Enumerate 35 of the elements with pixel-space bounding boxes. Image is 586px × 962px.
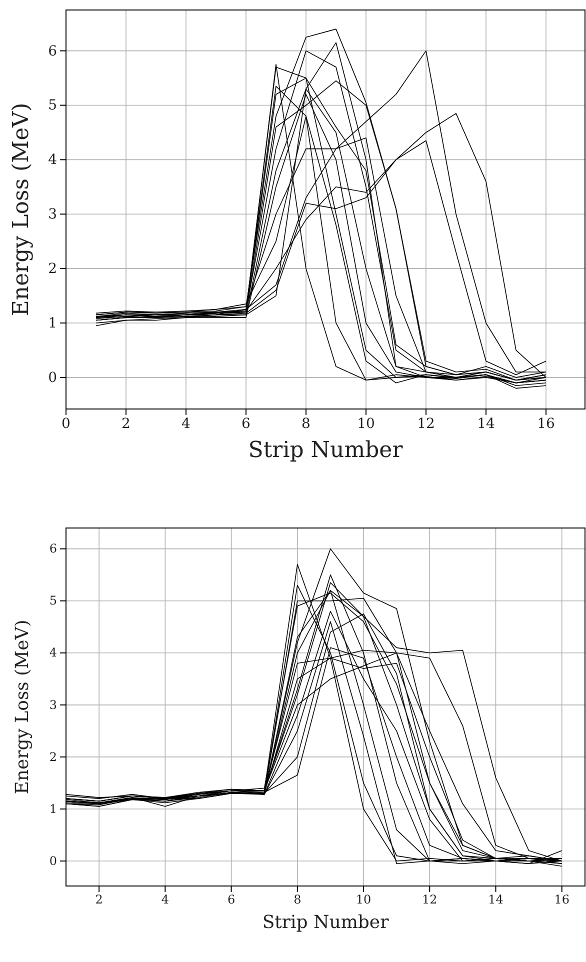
y-tick-label: 5 — [49, 594, 57, 608]
x-tick-label: 14 — [488, 892, 504, 907]
y-tick-label: 4 — [49, 646, 58, 660]
y-axis-title: Energy Loss (MeV) — [12, 620, 33, 794]
y-tick-label: 4 — [48, 152, 58, 168]
x-tick-label: 2 — [122, 416, 130, 432]
x-tick-label: 6 — [227, 892, 236, 907]
x-tick-label: 8 — [294, 892, 302, 907]
x-tick-label: 12 — [417, 416, 435, 432]
y-axis-title: Energy Loss (MeV) — [9, 102, 34, 316]
x-tick-label: 14 — [477, 416, 495, 432]
x-tick-label: 2 — [95, 892, 103, 907]
x-tick-label: 12 — [422, 892, 438, 907]
x-tick-label: 8 — [302, 416, 310, 432]
x-tick-label: 16 — [554, 892, 570, 907]
y-tick-label: 6 — [49, 542, 57, 556]
x-tick-label: 6 — [242, 416, 251, 432]
x-tick-label: 10 — [356, 892, 372, 907]
y-tick-label: 1 — [48, 315, 57, 332]
x-tick-label: 10 — [357, 416, 375, 432]
y-tick-label: 0 — [48, 370, 57, 386]
x-tick-label: 0 — [62, 416, 70, 432]
x-tick-label: 16 — [537, 416, 555, 432]
y-tick-label: 1 — [49, 802, 57, 816]
x-tick-label: 4 — [182, 416, 191, 432]
y-tick-label: 5 — [48, 98, 57, 114]
y-tick-label: 3 — [49, 698, 57, 712]
y-tick-label: 3 — [48, 206, 57, 223]
y-tick-label: 6 — [48, 43, 58, 60]
y-tick-label: 2 — [48, 261, 57, 278]
y-tick-label: 2 — [49, 750, 57, 764]
x-axis-title: Strip Number — [262, 912, 390, 933]
y-tick-label: 0 — [49, 854, 57, 868]
x-axis-title: Strip Number — [248, 438, 404, 463]
x-tick-label: 4 — [161, 892, 170, 907]
